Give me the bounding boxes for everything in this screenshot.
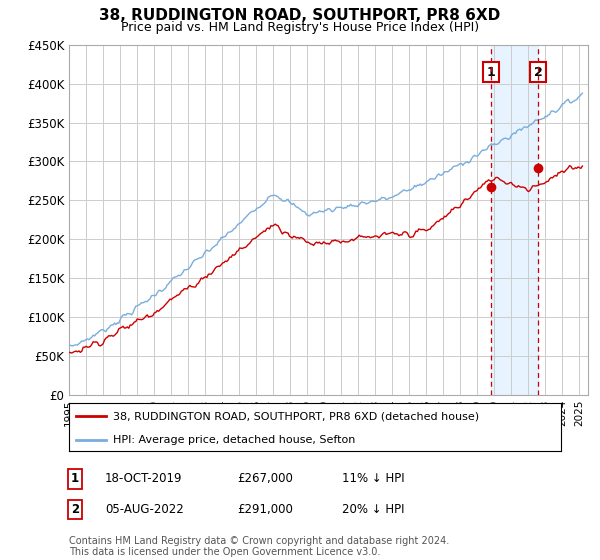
Text: 18-OCT-2019: 18-OCT-2019 [105, 472, 182, 486]
Text: 05-AUG-2022: 05-AUG-2022 [105, 503, 184, 516]
Text: £267,000: £267,000 [237, 472, 293, 486]
Text: HPI: Average price, detached house, Sefton: HPI: Average price, detached house, Seft… [113, 435, 356, 445]
Text: 38, RUDDINGTON ROAD, SOUTHPORT, PR8 6XD: 38, RUDDINGTON ROAD, SOUTHPORT, PR8 6XD [100, 8, 500, 24]
Text: 2: 2 [71, 503, 79, 516]
Text: Price paid vs. HM Land Registry's House Price Index (HPI): Price paid vs. HM Land Registry's House … [121, 21, 479, 34]
Text: 38, RUDDINGTON ROAD, SOUTHPORT, PR8 6XD (detached house): 38, RUDDINGTON ROAD, SOUTHPORT, PR8 6XD … [113, 411, 479, 421]
Text: 2: 2 [534, 66, 542, 78]
Text: £291,000: £291,000 [237, 503, 293, 516]
Text: 1: 1 [487, 66, 495, 78]
Text: Contains HM Land Registry data © Crown copyright and database right 2024.
This d: Contains HM Land Registry data © Crown c… [69, 535, 449, 557]
Text: 1: 1 [71, 472, 79, 486]
Text: 20% ↓ HPI: 20% ↓ HPI [342, 503, 404, 516]
Bar [491, 45, 538, 395]
Text: 11% ↓ HPI: 11% ↓ HPI [342, 472, 404, 486]
